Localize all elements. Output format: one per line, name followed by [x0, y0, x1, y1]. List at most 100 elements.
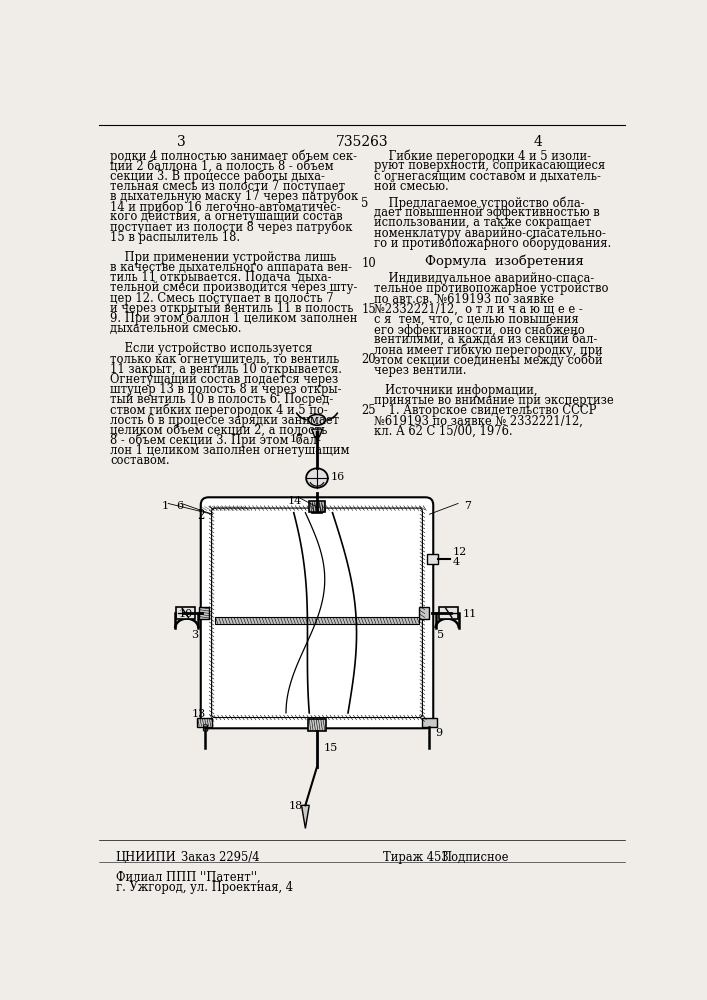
Text: номенклатуру аварийно-спасательно-: номенклатуру аварийно-спасательно- [373, 227, 605, 240]
FancyArrowPatch shape [297, 413, 305, 419]
FancyBboxPatch shape [309, 501, 325, 512]
Text: его эффективности, оно снабжено: его эффективности, оно снабжено [373, 323, 584, 337]
Text: 5: 5 [361, 197, 368, 210]
Text: 1: 1 [162, 501, 169, 511]
Ellipse shape [308, 414, 325, 425]
Text: Огнетушащий состав подается через: Огнетушащий состав подается через [110, 373, 339, 386]
Text: 12: 12 [452, 547, 467, 557]
Text: руют поверхности, соприкасающиеся: руют поверхности, соприкасающиеся [373, 159, 604, 172]
Text: 13: 13 [192, 709, 206, 719]
Text: лость 6 в процессе зарядки занимает: лость 6 в процессе зарядки занимает [110, 414, 339, 427]
Text: штуцер 13 в полость 8 и через откры-: штуцер 13 в полость 8 и через откры- [110, 383, 341, 396]
Text: 9: 9 [435, 728, 442, 738]
Text: этом секции соединены между собой: этом секции соединены между собой [373, 354, 602, 367]
Text: кл. А 62 С 15/00, 1976.: кл. А 62 С 15/00, 1976. [373, 425, 512, 438]
Text: лона имеет гибкую перегородку, при: лона имеет гибкую перегородку, при [373, 343, 602, 357]
Text: Тираж 453: Тираж 453 [383, 851, 448, 864]
Text: 14: 14 [288, 496, 302, 506]
Text: 17: 17 [290, 434, 304, 444]
Text: Индивидуальное аварийно-спаса-: Индивидуальное аварийно-спаса- [373, 272, 594, 285]
Text: 25: 25 [361, 404, 376, 417]
Text: го и противопожарного оборудования.: го и противопожарного оборудования. [373, 237, 611, 250]
Text: №619193 по заявке № 2332221/12,: №619193 по заявке № 2332221/12, [373, 415, 583, 428]
Text: 11 закрыт, а вентиль 10 открывается.: 11 закрыт, а вентиль 10 открывается. [110, 363, 342, 376]
Text: тельной смеси производится через шту-: тельной смеси производится через шту- [110, 281, 358, 294]
Text: дает повышенной эффективностью в: дает повышенной эффективностью в [373, 206, 600, 219]
Text: Подписное: Подписное [441, 851, 508, 864]
FancyBboxPatch shape [211, 508, 422, 718]
Text: и через открытый вентиль 11 в полость: и через открытый вентиль 11 в полость [110, 302, 354, 315]
Text: При применении устройства лишь: При применении устройства лишь [110, 251, 337, 264]
Text: 8: 8 [201, 724, 208, 734]
Text: тельная смесь из полости 7 поступает: тельная смесь из полости 7 поступает [110, 180, 345, 193]
FancyBboxPatch shape [308, 719, 325, 731]
Text: 4: 4 [452, 557, 460, 567]
Text: Гибкие перегородки 4 и 5 изоли-: Гибкие перегородки 4 и 5 изоли- [373, 149, 590, 163]
Text: 14 и прибор 16 легочно-автоматичес-: 14 и прибор 16 легочно-автоматичес- [110, 200, 341, 214]
Text: 6: 6 [176, 501, 183, 511]
Text: принятые во внимание при экспертизе: принятые во внимание при экспертизе [373, 394, 614, 407]
Text: в дыхательную маску 17 через патрубок: в дыхательную маску 17 через патрубок [110, 190, 358, 203]
Text: секции 3. В процессе работы дыха-: секции 3. В процессе работы дыха- [110, 170, 325, 183]
Text: ной смесью.: ной смесью. [373, 180, 448, 193]
Text: по авт.св. №619193 по заявке: по авт.св. №619193 по заявке [373, 293, 554, 306]
FancyBboxPatch shape [176, 607, 194, 619]
FancyBboxPatch shape [215, 617, 419, 624]
Text: цер 12. Смесь поступает в полость 7: цер 12. Смесь поступает в полость 7 [110, 292, 334, 305]
Text: Если устройство используется: Если устройство используется [110, 342, 312, 355]
Polygon shape [312, 429, 322, 437]
FancyBboxPatch shape [421, 718, 437, 727]
FancyBboxPatch shape [312, 503, 322, 513]
FancyBboxPatch shape [440, 607, 458, 619]
FancyArrowPatch shape [328, 413, 337, 419]
Text: только как огнетушитель, то вентиль: только как огнетушитель, то вентиль [110, 353, 339, 366]
Text: Филиал ППП ''Патент'',: Филиал ППП ''Патент'', [115, 871, 260, 884]
FancyBboxPatch shape [419, 607, 428, 619]
Polygon shape [301, 805, 309, 828]
Text: использовании, а также сокращает: использовании, а также сокращает [373, 216, 591, 229]
Text: целиком объем секции 2, а полость: целиком объем секции 2, а полость [110, 424, 327, 437]
Text: Источники информации,: Источники информации, [385, 384, 538, 397]
Text: с огнегасящим составом и дыхатель-: с огнегасящим составом и дыхатель- [373, 170, 600, 183]
FancyBboxPatch shape [427, 554, 438, 564]
Text: тый вентиль 10 в полость 6. Посред-: тый вентиль 10 в полость 6. Посред- [110, 393, 333, 406]
Text: г. Ужгород, ул. Проектная, 4: г. Ужгород, ул. Проектная, 4 [115, 881, 293, 894]
Text: ством гибких перегородок 4 и 5 по-: ством гибких перегородок 4 и 5 по- [110, 403, 328, 417]
Text: 15: 15 [361, 303, 376, 316]
Text: 16: 16 [330, 472, 344, 482]
Text: 4: 4 [534, 135, 542, 149]
Text: Предлагаемое устройство обла-: Предлагаемое устройство обла- [373, 196, 584, 210]
Text: родки 4 полностью занимает объем сек-: родки 4 полностью занимает объем сек- [110, 149, 357, 163]
FancyBboxPatch shape [197, 718, 212, 727]
Text: 8 - объем секции 3. При этом  бал-: 8 - объем секции 3. При этом бал- [110, 434, 321, 447]
Text: ции 2 баллона 1, а полость 8 - объем: ции 2 баллона 1, а полость 8 - объем [110, 159, 334, 172]
Text: 3: 3 [192, 630, 199, 640]
Text: 1. Авторское свидетельство СССР: 1. Авторское свидетельство СССР [373, 404, 596, 417]
Text: 10: 10 [361, 257, 376, 270]
Text: №2332221/12,  о т л и ч а ю щ е е -: №2332221/12, о т л и ч а ю щ е е - [373, 303, 583, 316]
FancyBboxPatch shape [199, 607, 209, 619]
Text: с я  тем, что, с целью повышения: с я тем, что, с целью повышения [373, 313, 578, 326]
Text: в качестве дыхательного аппарата вен-: в качестве дыхательного аппарата вен- [110, 261, 352, 274]
Text: через вентили.: через вентили. [373, 364, 466, 377]
Text: 10: 10 [179, 609, 193, 619]
Text: ЦНИИПИ: ЦНИИПИ [115, 851, 176, 864]
Text: тиль 11 открывается. Подача  дыха-: тиль 11 открывается. Подача дыха- [110, 271, 332, 284]
Text: вентилями, а каждая из секций бал-: вентилями, а каждая из секций бал- [373, 333, 597, 346]
FancyBboxPatch shape [201, 497, 433, 728]
Text: 735263: 735263 [336, 135, 388, 149]
Text: Заказ 2295/4: Заказ 2295/4 [182, 851, 260, 864]
Text: поступает из полости 8 через патрубок: поступает из полости 8 через патрубок [110, 220, 353, 234]
Text: 11: 11 [462, 609, 477, 619]
Text: 15: 15 [323, 743, 337, 753]
Text: 18: 18 [288, 801, 303, 811]
Text: 2: 2 [197, 509, 204, 522]
Text: Формула  изобретения: Формула изобретения [425, 255, 584, 268]
Text: дыхательной смесью.: дыхательной смесью. [110, 322, 242, 335]
Text: составом.: составом. [110, 454, 170, 467]
Text: лон 1 целиком заполнен огнетушащим: лон 1 целиком заполнен огнетушащим [110, 444, 349, 457]
Text: 7: 7 [464, 501, 472, 511]
Text: 20: 20 [361, 353, 376, 366]
Ellipse shape [306, 468, 328, 488]
Text: 15 в распылитель 18.: 15 в распылитель 18. [110, 231, 240, 244]
